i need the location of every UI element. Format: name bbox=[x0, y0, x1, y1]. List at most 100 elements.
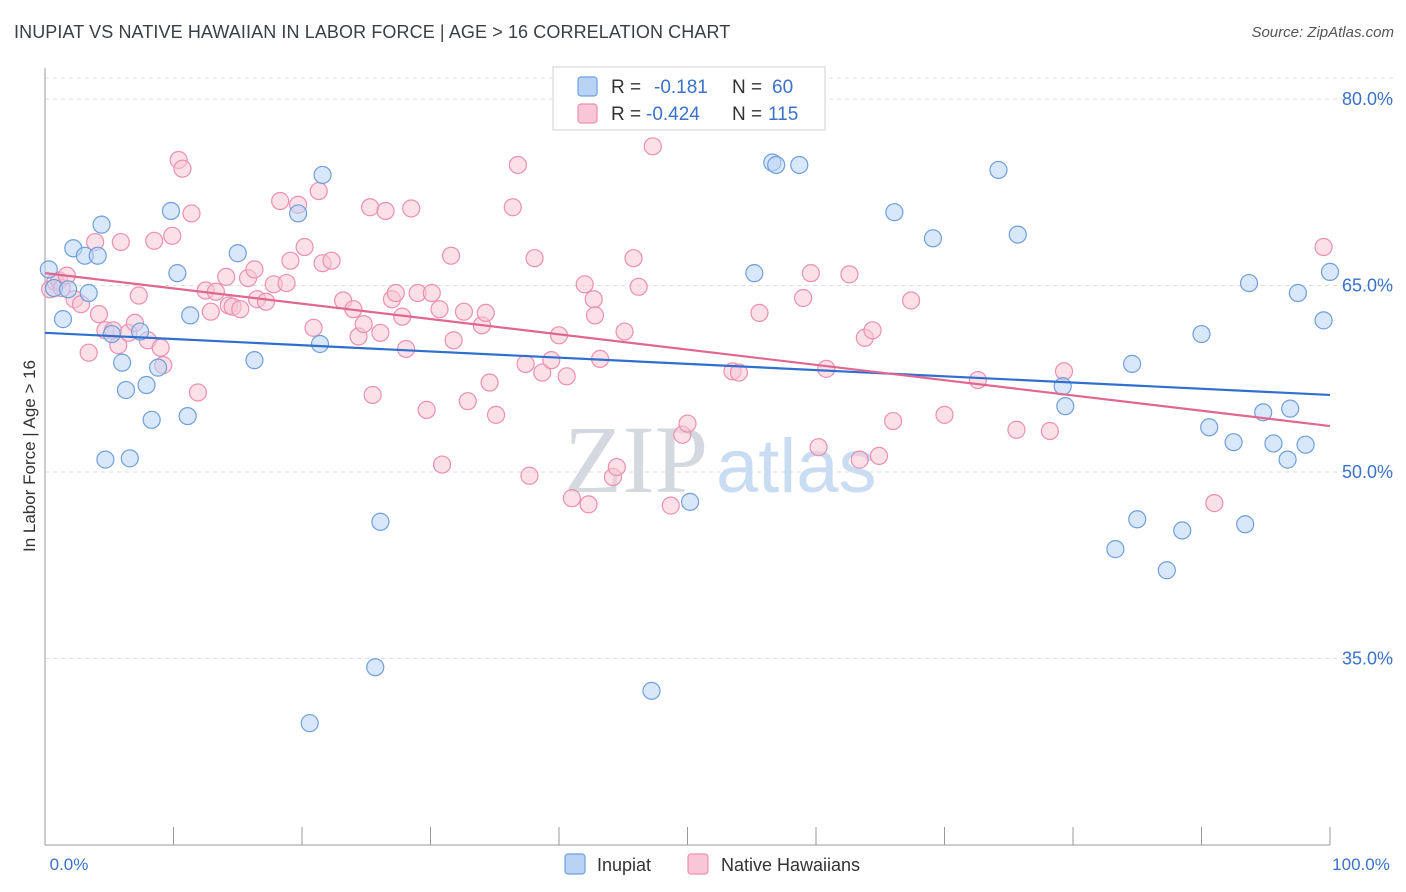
native-hawaiians-point bbox=[935, 405, 954, 424]
hawaiian-r-label: R = bbox=[611, 104, 641, 125]
native-hawaiians-point bbox=[750, 303, 769, 323]
native-hawaiians-point bbox=[386, 283, 405, 303]
inupiat-point bbox=[1264, 434, 1283, 453]
native-hawaiians-point bbox=[1314, 237, 1333, 257]
inupiat-n-value: 60 bbox=[772, 77, 793, 98]
native-hawaiians-point bbox=[371, 323, 390, 342]
inupiat-point bbox=[790, 155, 809, 175]
inupiat-point bbox=[1128, 510, 1147, 529]
inupiat-point bbox=[1173, 521, 1192, 540]
y-tick-label: 65.0% bbox=[1342, 276, 1393, 296]
native-hawaiians-point bbox=[883, 411, 903, 431]
native-hawaiians-point bbox=[79, 343, 98, 362]
native-hawaiians-point bbox=[533, 363, 552, 382]
native-hawaiians-point bbox=[281, 251, 300, 270]
native-hawaiians-point bbox=[643, 137, 662, 156]
native-hawaiians-point bbox=[376, 201, 395, 221]
inupiat-point bbox=[1296, 435, 1315, 454]
native-hawaiians-point bbox=[163, 226, 182, 245]
native-hawaiians-point bbox=[361, 198, 380, 217]
native-hawaiians-point bbox=[231, 300, 250, 319]
native-hawaiians-point bbox=[562, 489, 581, 508]
x-axis-ticks bbox=[44, 827, 1331, 845]
inupiat-point bbox=[642, 681, 661, 700]
inupiat-point bbox=[767, 155, 786, 175]
x-tick-label-min: 0.0% bbox=[50, 855, 89, 874]
inupiat-point bbox=[181, 306, 200, 325]
inupiat-point bbox=[310, 334, 330, 354]
native-hawaiians-point bbox=[579, 495, 598, 514]
inupiat-point bbox=[1056, 397, 1075, 416]
native-hawaiians-point bbox=[1007, 420, 1026, 439]
inupiat-point bbox=[116, 380, 136, 400]
inupiat-point bbox=[1239, 273, 1259, 293]
native-hawaiians-point bbox=[151, 338, 170, 357]
inupiat-point bbox=[1008, 225, 1027, 244]
native-hawaiians-point bbox=[295, 237, 314, 257]
native-hawaiians-point bbox=[503, 198, 522, 217]
inupiat-point bbox=[245, 351, 264, 370]
native-hawaiians-point bbox=[624, 249, 643, 268]
inupiat-point bbox=[1157, 561, 1176, 580]
native-hawaiians-point bbox=[661, 496, 680, 515]
native-hawaiians-point bbox=[557, 367, 576, 386]
inupiat-point bbox=[130, 322, 150, 341]
native-hawaiians-point bbox=[516, 354, 535, 373]
native-hawaiians-point bbox=[188, 383, 208, 402]
native-hawaiians-point bbox=[354, 314, 373, 334]
inupiat-point bbox=[1200, 418, 1219, 437]
inupiat-legend-swatch bbox=[577, 76, 598, 97]
inupiat-point bbox=[923, 229, 943, 248]
native-hawaiians-point bbox=[422, 283, 441, 303]
native-hawaiians-point bbox=[1205, 494, 1224, 513]
native-hawaiians-point bbox=[89, 305, 109, 324]
native-hawaiians-point bbox=[444, 331, 463, 350]
inupiat-point bbox=[178, 406, 197, 426]
native-hawaiians-point bbox=[869, 446, 889, 465]
inupiat-point bbox=[1314, 311, 1333, 330]
inupiat-points bbox=[39, 153, 1340, 733]
inupiat-point bbox=[366, 658, 385, 677]
inupiat-point bbox=[1224, 433, 1243, 452]
native-hawaiians-point bbox=[968, 370, 988, 390]
native-hawaiians-point bbox=[486, 405, 506, 424]
native-hawaiians-point bbox=[817, 359, 836, 378]
inupiat-point bbox=[168, 264, 187, 283]
hawaiian-series-label: Native Hawaiians bbox=[721, 855, 860, 875]
native-hawaiians-point bbox=[430, 300, 449, 319]
inupiat-point bbox=[148, 358, 168, 377]
native-hawaiians-point bbox=[575, 275, 594, 294]
native-hawaiians-point bbox=[678, 414, 697, 433]
inupiat-point bbox=[92, 215, 111, 234]
inupiat-r-label: R = bbox=[611, 77, 641, 98]
native-hawaiians-point bbox=[520, 466, 539, 485]
native-hawaiians-point bbox=[271, 191, 290, 211]
inupiat-series-swatch bbox=[564, 853, 586, 875]
native-hawaiians-point bbox=[863, 321, 882, 340]
native-hawaiians-point bbox=[322, 251, 341, 270]
native-hawaiians-point bbox=[801, 264, 820, 283]
inupiat-point bbox=[1192, 324, 1211, 344]
inupiat-point bbox=[137, 375, 156, 395]
native-hawaiians-point bbox=[173, 159, 192, 178]
inupiat-point bbox=[300, 714, 319, 733]
stats-legend-box bbox=[552, 66, 826, 131]
inupiat-point bbox=[96, 450, 115, 469]
inupiat-point bbox=[161, 201, 181, 221]
native-hawaiians-point bbox=[585, 306, 605, 325]
native-hawaiians-point bbox=[729, 363, 749, 382]
native-hawaiians-point bbox=[256, 292, 276, 311]
hawaiian-n-value: 115 bbox=[768, 104, 798, 125]
series-legend: Inupiat Native Hawaiians bbox=[564, 853, 860, 875]
y-axis-tick-labels: 35.0% 50.0% 65.0% 80.0% bbox=[1342, 89, 1393, 668]
native-hawaiians-point bbox=[458, 392, 477, 411]
hawaiian-legend-swatch bbox=[577, 103, 598, 124]
native-hawaiians-point bbox=[607, 457, 626, 477]
inupiat-point bbox=[1281, 399, 1300, 418]
native-hawaiians-point bbox=[615, 322, 634, 341]
native-hawaiians-point bbox=[111, 232, 130, 252]
native-hawaiians-point bbox=[542, 351, 561, 370]
native-hawaiians-point bbox=[245, 260, 264, 279]
native-hawaiians-point bbox=[584, 290, 603, 309]
